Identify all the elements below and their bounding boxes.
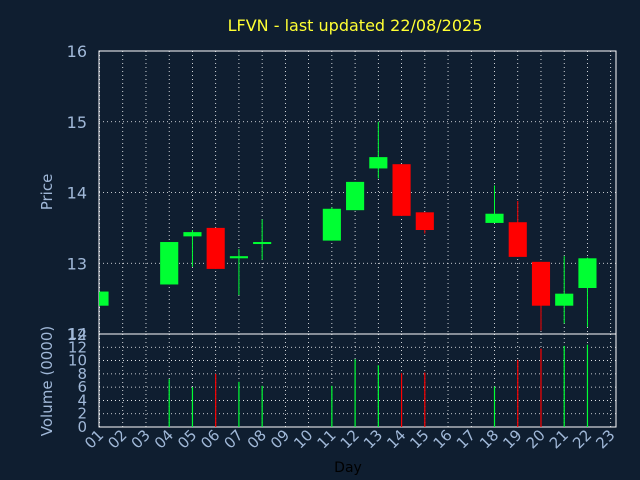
chart-title: LFVN - last updated 22/08/2025 (228, 16, 483, 35)
candlestick (206, 227, 225, 269)
price-tick-label: 15 (67, 113, 87, 132)
volume-tick-label: 4 (77, 391, 87, 409)
candlestick (485, 185, 504, 223)
volume-tick-label: 10 (68, 352, 87, 370)
candlestick (415, 212, 434, 234)
volume-tick-label: 2 (77, 405, 87, 423)
candlestick (369, 121, 388, 179)
volume-plot-frame (98, 333, 617, 428)
candlestick (555, 256, 574, 324)
candlestick (99, 291, 109, 306)
candlestick (253, 219, 272, 260)
candle-body (508, 222, 527, 257)
candlestick (578, 257, 597, 327)
candle-body (578, 258, 597, 289)
price-tick-label: 16 (67, 42, 87, 61)
candle-body (99, 291, 109, 306)
price-tick-label: 14 (67, 184, 87, 203)
volume-axis-label: Volume (0000) (38, 326, 56, 436)
volume-tick-label: 6 (77, 378, 87, 396)
candle-body (531, 261, 551, 306)
candle-body (485, 213, 504, 223)
candle-body (555, 293, 574, 306)
price-panel: 12 13 14 15 16 (67, 42, 617, 344)
candlestick (229, 249, 248, 296)
volume-tick-label: 8 (77, 365, 87, 383)
candle-body (369, 157, 388, 169)
volume-tick-label: 0 (77, 418, 87, 436)
day-tick-label: 23 (592, 426, 618, 452)
price-tick-label: 13 (67, 254, 87, 273)
candlestick (508, 200, 527, 257)
candlestick (531, 261, 551, 331)
candlestick (322, 207, 341, 241)
volume-tick-label: 14 (68, 325, 87, 343)
candle-body (160, 242, 179, 285)
candle-body (183, 232, 202, 237)
price-axis-label: Price (38, 174, 56, 211)
candlestick (183, 229, 202, 267)
volume-panel: 0246810121401020304050607080910111213141… (68, 325, 619, 452)
candle-body (392, 164, 411, 216)
candlestick (346, 181, 365, 211)
candle-body (253, 242, 272, 245)
candle-body (229, 256, 248, 259)
candle-body (346, 181, 365, 211)
candlestick (160, 242, 179, 285)
x-axis-label: Day (334, 460, 362, 476)
candlestick (392, 164, 411, 216)
volume-tick-label: 12 (68, 338, 87, 356)
candle-body (322, 208, 341, 241)
price-tick-label: 12 (67, 325, 87, 344)
candle-body (415, 212, 434, 230)
candle-body (206, 227, 225, 269)
